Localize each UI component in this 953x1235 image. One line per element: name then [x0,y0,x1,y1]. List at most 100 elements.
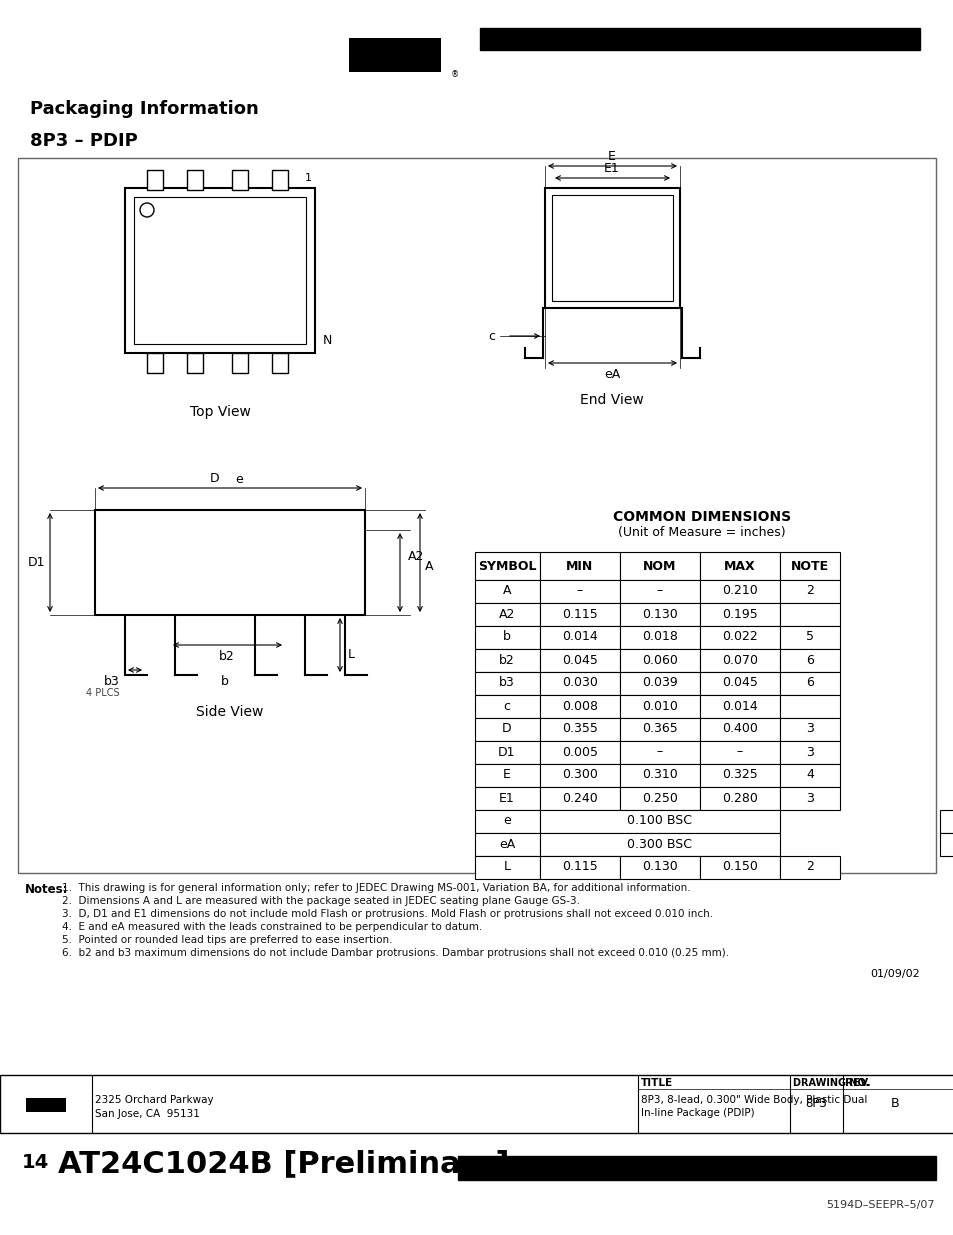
Text: COMMON DIMENSIONS: COMMON DIMENSIONS [612,510,790,524]
Bar [539,718,619,741]
Text: 0.240: 0.240 [561,792,598,804]
Bar [475,856,539,879]
Text: 0.045: 0.045 [721,677,757,689]
Text: 2325 Orchard Parkway
San Jose, CA  95131: 2325 Orchard Parkway San Jose, CA 95131 [95,1095,213,1119]
Bar [619,718,700,741]
Bar [272,170,288,190]
Bar [539,672,619,695]
Text: 0.310: 0.310 [641,768,678,782]
Bar [700,580,780,603]
Text: 6: 6 [805,677,813,689]
Text: A: A [502,584,511,598]
Text: 01/09/02: 01/09/02 [869,969,919,979]
Bar [539,603,619,626]
Text: 5.  Pointed or rounded lead tips are preferred to ease insertion.: 5. Pointed or rounded lead tips are pref… [62,935,392,945]
Bar [619,626,700,650]
Text: E1: E1 [498,792,515,804]
Bar [780,603,840,626]
Bar [539,552,619,580]
Text: c: c [488,330,495,342]
Bar [700,626,780,650]
Text: 0.195: 0.195 [721,608,757,620]
Text: Packaging Information: Packaging Information [30,100,258,119]
Text: 6: 6 [805,653,813,667]
Text: 3: 3 [805,792,813,804]
Text: e: e [502,815,511,827]
Text: 0.045: 0.045 [561,653,598,667]
Text: b3: b3 [498,677,515,689]
Text: 0.030: 0.030 [561,677,598,689]
Text: 3.  D, D1 and E1 dimensions do not include mold Flash or protrusions. Mold Flash: 3. D, D1 and E1 dimensions do not includ… [62,909,713,919]
Bar [150,353,160,373]
Text: TITLE: TITLE [640,1078,673,1088]
Text: D1: D1 [497,746,516,758]
Bar [619,741,700,764]
Bar [457,1156,935,1179]
Text: 0.280: 0.280 [721,792,757,804]
Text: L: L [503,861,510,873]
Text: b: b [221,676,229,688]
Bar [475,741,539,764]
Text: D1: D1 [28,556,45,568]
Text: eA: eA [603,368,619,382]
Text: 4.  E and eA measured with the leads constrained to be perpendicular to datum.: 4. E and eA measured with the leads cons… [62,923,482,932]
Text: 0.250: 0.250 [641,792,678,804]
Bar [475,832,539,856]
Bar [619,580,700,603]
Text: –: – [657,584,662,598]
Bar [475,718,539,741]
Text: ATMEL: ATMEL [356,44,433,65]
Bar [700,650,780,672]
Bar [479,28,919,49]
Text: 1: 1 [305,173,312,183]
Bar [619,603,700,626]
Bar [700,787,780,810]
Bar [539,787,619,810]
Bar [125,188,314,353]
Text: b: b [502,631,511,643]
Text: (Unit of Measure = inches): (Unit of Measure = inches) [618,526,785,538]
Text: 0.005: 0.005 [561,746,598,758]
Text: 0.008: 0.008 [561,699,598,713]
Text: 5: 5 [805,631,813,643]
Bar [539,741,619,764]
Bar [232,170,248,190]
Text: 8P3: 8P3 [804,1097,826,1110]
Bar [187,170,203,190]
Text: MAX: MAX [723,559,755,573]
Text: SYMBOL: SYMBOL [477,559,536,573]
Bar [147,170,163,190]
Bar [539,626,619,650]
Bar [619,650,700,672]
Bar [780,718,840,741]
Text: 0.365: 0.365 [641,722,678,736]
Bar [700,718,780,741]
Bar [780,695,840,718]
Text: E: E [502,768,511,782]
Bar [475,695,539,718]
Bar [780,650,840,672]
Text: –: – [736,746,742,758]
Bar [780,787,840,810]
Bar [539,580,619,603]
Bar [475,626,539,650]
Text: 0.400: 0.400 [721,722,757,736]
Bar [234,170,245,190]
Bar [780,856,840,879]
Text: 0.014: 0.014 [721,699,757,713]
Bar [780,764,840,787]
Bar [619,552,700,580]
Bar [190,170,200,190]
Text: REV.: REV. [844,1078,870,1088]
Text: b2: b2 [219,650,234,663]
Bar [95,510,365,615]
Text: 3: 3 [805,722,813,736]
Text: –: – [577,584,582,598]
Bar [619,672,700,695]
Text: DRAWING NO.: DRAWING NO. [792,1078,868,1088]
Bar [539,650,619,672]
Text: Side View: Side View [196,705,263,719]
Text: 4 PLCS: 4 PLCS [87,688,120,698]
Bar [780,552,840,580]
Text: NOTE: NOTE [790,559,828,573]
